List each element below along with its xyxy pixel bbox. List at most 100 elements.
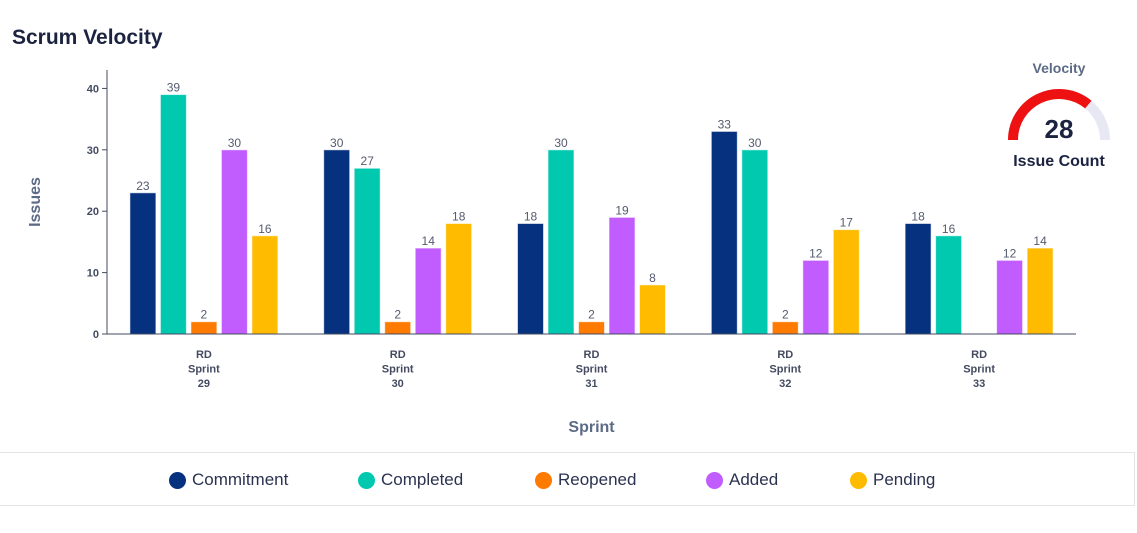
legend-item-pending[interactable]: Pending	[850, 453, 935, 507]
data-label: 27	[361, 154, 375, 168]
legend-item-completed[interactable]: Completed	[358, 453, 463, 507]
gauge-fill	[1008, 89, 1092, 141]
bar-reopened[interactable]	[384, 321, 412, 335]
bar-completed[interactable]	[547, 149, 575, 335]
x-tick-label: Sprint	[576, 364, 608, 376]
x-tick-label: RD	[777, 349, 793, 361]
x-tick-label: Sprint	[769, 364, 801, 376]
gauge-value: 28	[1045, 114, 1074, 144]
bar-group: 23 39 2 30 16	[129, 81, 279, 335]
bar-pending[interactable]	[639, 284, 666, 335]
x-tick-label: Sprint	[963, 364, 995, 376]
data-label: 2	[588, 308, 595, 322]
legend-swatch	[706, 471, 723, 489]
legend-label: Pending	[873, 470, 936, 489]
bar-group: 18 16 12 14	[904, 209, 1054, 335]
bar-group: 30 27 2 14 18	[323, 136, 473, 335]
legend-item-commitment[interactable]: Commitment	[169, 453, 288, 507]
data-label: 2	[782, 308, 789, 322]
bar-pending[interactable]	[251, 235, 279, 335]
x-tick-label: RD	[196, 349, 212, 361]
legend-item-reopened[interactable]: Reopened	[535, 453, 636, 507]
data-label: 23	[136, 179, 150, 193]
data-label: 14	[422, 234, 436, 248]
bar-added[interactable]	[802, 259, 830, 335]
bar-completed[interactable]	[159, 94, 187, 335]
data-label: 30	[748, 136, 762, 150]
bar-added[interactable]	[608, 216, 636, 335]
data-label: 12	[809, 246, 823, 260]
x-tick-label: Sprint	[382, 364, 414, 376]
data-label: 14	[1033, 234, 1047, 248]
bar-pending[interactable]	[832, 229, 860, 335]
data-label: 2	[201, 308, 208, 322]
bar-group: 33 30 2 12 17	[710, 117, 860, 335]
velocity-chart: 0 10 20 30 40 23 39 2 30 16 30 27 2 14 18 18 30 2 19 8 33 30…	[27, 60, 1110, 436]
bar-completed[interactable]	[935, 235, 963, 335]
x-tick-label: RD	[971, 349, 987, 361]
bar-pending[interactable]	[445, 222, 473, 335]
legend-label: Commitment	[192, 470, 289, 489]
x-tick-label: RD	[584, 349, 600, 361]
y-tick-label: 40	[87, 83, 99, 95]
data-label: 19	[615, 203, 629, 217]
x-tick-label: 31	[585, 378, 597, 390]
bar-completed[interactable]	[741, 149, 769, 335]
bar-commitment[interactable]	[904, 222, 932, 335]
data-label: 16	[258, 222, 272, 236]
bar-group: 18 30 2 19 8	[517, 136, 666, 335]
gauge-subtitle: Issue Count	[1013, 153, 1105, 170]
legend-swatch	[535, 471, 552, 489]
y-tick-label: 10	[87, 268, 99, 280]
legend-label: Reopened	[558, 470, 637, 489]
bar-commitment[interactable]	[517, 222, 544, 335]
page-title: Scrum Velocity	[12, 26, 163, 49]
legend-swatch	[169, 471, 186, 489]
legend-item-added[interactable]: Added	[706, 453, 778, 507]
velocity-gauge: Velocity 28 Issue Count	[1008, 60, 1110, 170]
bar-reopened[interactable]	[771, 321, 799, 335]
bar-reopened[interactable]	[578, 321, 605, 335]
data-label: 30	[330, 136, 344, 150]
x-tick-label: 32	[779, 378, 791, 390]
y-axis: 0 10 20 30 40	[87, 70, 108, 341]
bar-added[interactable]	[996, 259, 1024, 335]
data-label: 33	[718, 117, 732, 131]
data-label: 18	[911, 209, 925, 223]
bar-commitment[interactable]	[129, 192, 157, 335]
x-axis: RD Sprint 29 RD Sprint 30 RD Sprint 31 RD Sprint 32…	[107, 333, 1076, 390]
bar-commitment[interactable]	[710, 130, 738, 335]
data-label: 30	[554, 136, 568, 150]
legend-swatch	[358, 471, 375, 489]
chart-legend: Commitment Completed Reopened Added Pending	[0, 452, 1135, 506]
data-label: 30	[228, 136, 242, 150]
data-label: 18	[524, 209, 538, 223]
data-label: 2	[394, 308, 401, 322]
x-tick-label: 33	[973, 378, 985, 390]
x-tick-label: Sprint	[188, 364, 220, 376]
y-tick-label: 0	[93, 329, 99, 341]
x-tick-label: RD	[390, 349, 406, 361]
data-label: 39	[167, 81, 181, 95]
legend-swatch	[850, 471, 867, 489]
bar-added[interactable]	[414, 247, 442, 335]
bar-completed[interactable]	[353, 167, 381, 335]
gauge-title: Velocity	[1033, 60, 1086, 76]
data-label: 8	[649, 271, 656, 285]
legend-label: Completed	[381, 470, 464, 489]
y-axis-title: Issues	[27, 177, 44, 227]
data-label: 16	[942, 222, 956, 236]
x-tick-label: 30	[392, 378, 404, 390]
x-tick-label: 29	[198, 378, 210, 390]
bar-added[interactable]	[220, 149, 248, 335]
data-label: 18	[452, 209, 466, 223]
bar-reopened[interactable]	[190, 321, 218, 335]
bar-commitment[interactable]	[323, 149, 351, 335]
y-tick-label: 30	[87, 145, 99, 157]
y-tick-label: 20	[87, 206, 99, 218]
data-label: 17	[840, 216, 854, 230]
data-label: 12	[1003, 246, 1017, 260]
x-axis-title: Sprint	[568, 419, 615, 436]
bar-pending[interactable]	[1026, 247, 1054, 335]
